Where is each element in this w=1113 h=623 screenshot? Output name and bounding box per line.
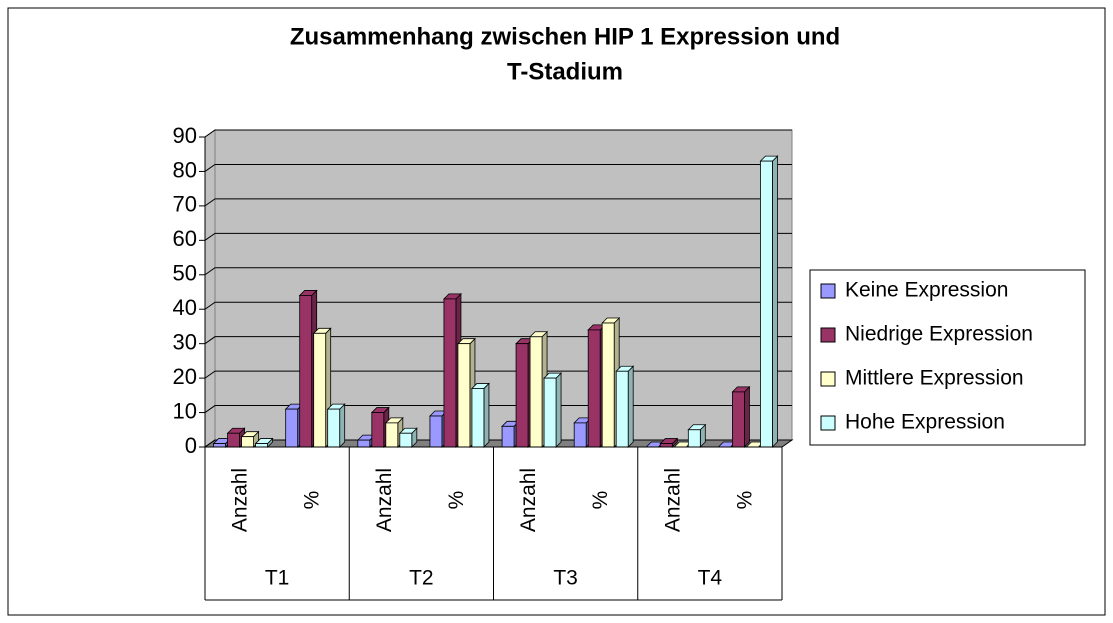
bar [357, 439, 371, 448]
bar [659, 443, 673, 448]
x-tick-label: Anzahl [661, 468, 684, 532]
bar [313, 332, 327, 448]
bar [501, 425, 515, 448]
bar [255, 443, 268, 448]
y-tick-label: 90 [173, 123, 197, 148]
bar [241, 436, 254, 448]
y-tick-label: 50 [173, 261, 197, 286]
plot-area [199, 129, 794, 448]
bar [615, 370, 629, 448]
bar [457, 343, 471, 448]
bar [285, 408, 299, 448]
y-tick-label: 80 [173, 157, 197, 182]
side-wall [204, 129, 216, 448]
bar [327, 408, 341, 448]
bar [587, 329, 601, 448]
legend-label: Hohe Expression [845, 411, 1005, 434]
bar-side [627, 365, 634, 448]
bar-side [483, 382, 490, 448]
y-tick-label: 70 [173, 192, 197, 217]
bar [227, 432, 240, 448]
bar [601, 322, 615, 448]
bar-side [772, 155, 778, 448]
bar-side [339, 403, 346, 448]
grid-line [204, 163, 792, 172]
grid-line [204, 267, 792, 276]
y-tick-label: 20 [173, 364, 197, 389]
bar [471, 388, 485, 448]
bar [687, 429, 701, 448]
legend-swatch [820, 327, 836, 343]
y-tick-label: 40 [173, 295, 197, 320]
x-tick-label: Anzahl [373, 468, 396, 532]
y-tick-label: 10 [173, 398, 197, 423]
x-tick-label: % [733, 491, 756, 510]
legend [809, 269, 1086, 446]
x-tick-label: % [445, 491, 468, 510]
bar [385, 422, 399, 448]
legend-swatch [820, 415, 836, 431]
bar-side [555, 372, 562, 448]
bar [529, 336, 543, 448]
legend-swatch [820, 371, 836, 387]
legend-label: Keine Expression [845, 279, 1008, 302]
y-tick-label: 30 [173, 329, 197, 354]
grid-line [204, 129, 792, 138]
x-tick-label: Anzahl [517, 468, 540, 532]
group-label: T2 [409, 567, 434, 590]
bar [371, 412, 385, 448]
bar [732, 391, 745, 448]
group-label: T4 [698, 567, 723, 590]
group-label: T1 [265, 567, 290, 590]
grid-line [204, 198, 792, 207]
bar [213, 443, 226, 448]
grid-line [204, 232, 792, 241]
bar [543, 377, 557, 448]
grid-line [204, 301, 792, 310]
bar [443, 298, 457, 448]
bar [399, 432, 413, 448]
legend-label: Niedrige Expression [845, 323, 1033, 346]
x-tick-label: Anzahl [229, 468, 252, 532]
bar [299, 295, 313, 448]
bar [429, 415, 443, 448]
legend-label: Mittlere Expression [845, 367, 1024, 390]
y-tick-label: 0 [185, 433, 197, 458]
x-tick-label: % [589, 491, 612, 510]
legend-swatch [820, 283, 836, 299]
bar [515, 343, 529, 448]
bar [573, 422, 587, 448]
group-label: T3 [553, 567, 578, 590]
chart-title: T-Stadium [507, 58, 623, 85]
y-tick-label: 60 [173, 226, 197, 251]
x-tick-label: % [301, 491, 324, 510]
bar [760, 160, 773, 448]
bar-side [744, 385, 750, 448]
chart-title: Zusammenhang zwischen HIP 1 Expression u… [290, 23, 840, 50]
